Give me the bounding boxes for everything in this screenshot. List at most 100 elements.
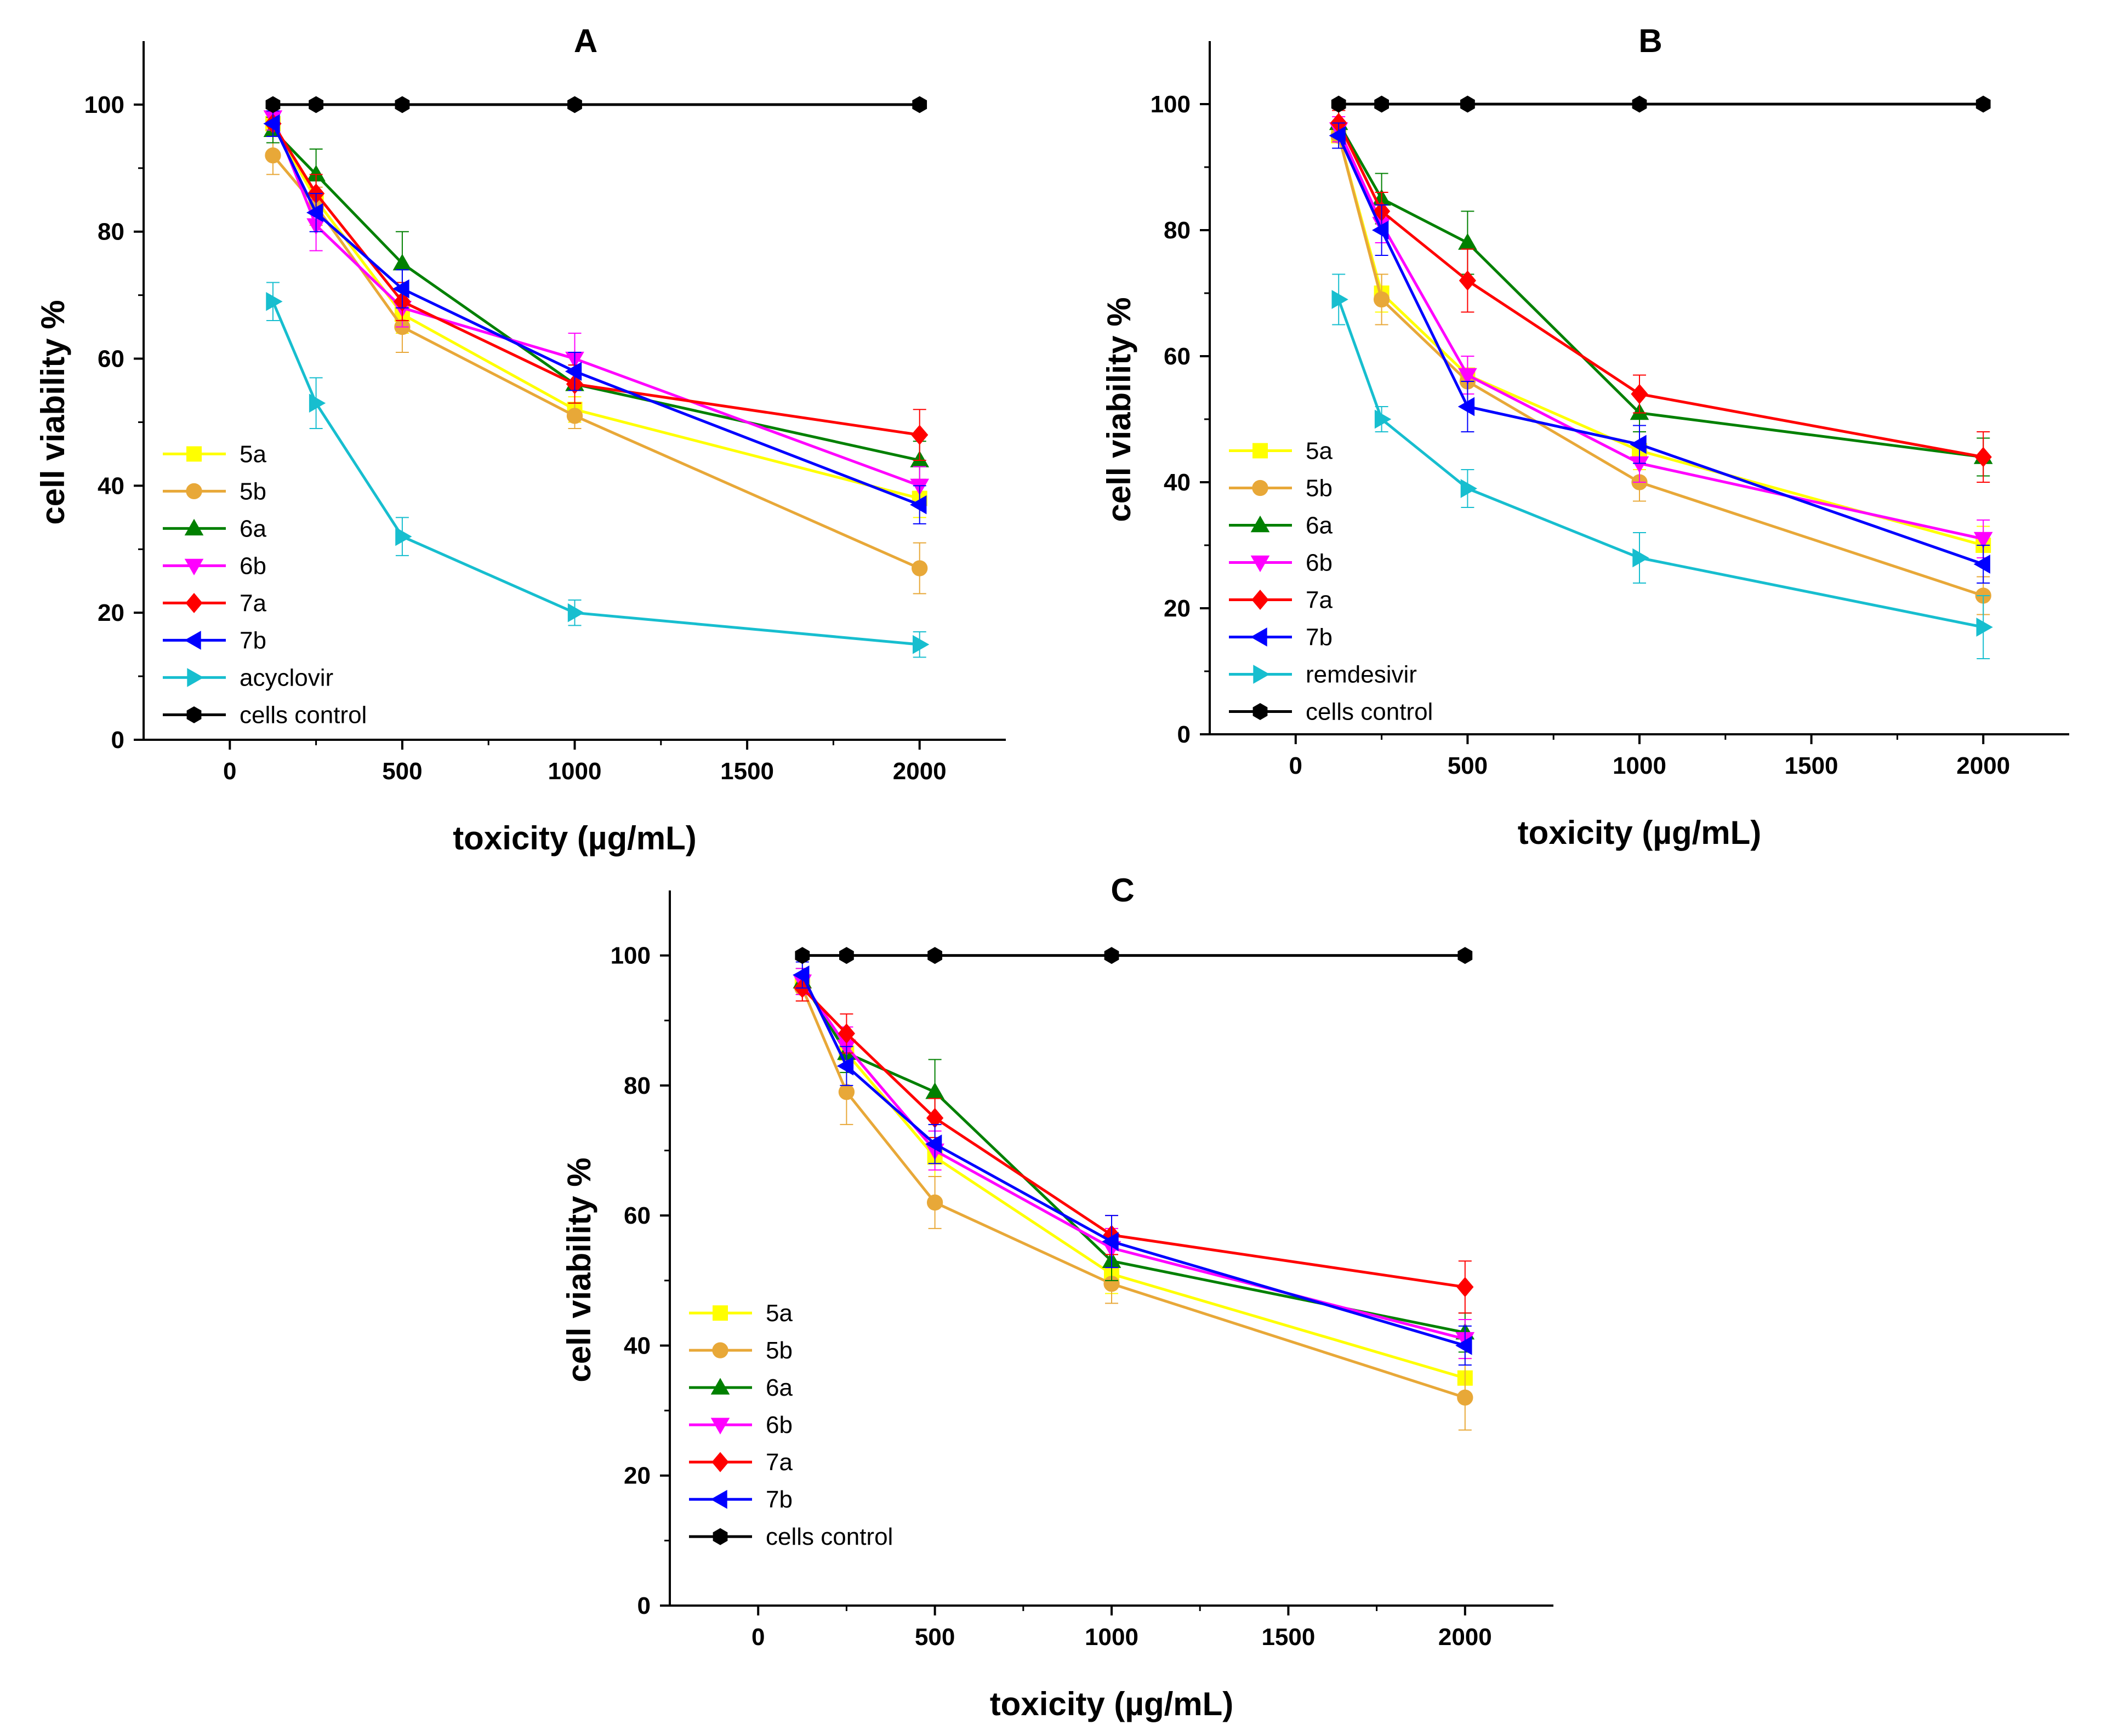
data-point (1976, 618, 1993, 637)
legend-item: 5a (1229, 438, 1333, 465)
legend-marker (184, 558, 204, 576)
series-7b (1329, 122, 1990, 584)
legend-marker (186, 706, 202, 723)
legend-label: 5b (766, 1337, 793, 1364)
data-point (1974, 447, 1992, 467)
y-tick-label: 60 (1164, 343, 1191, 370)
legend-label: 7a (766, 1449, 793, 1476)
legend-item: 6a (1229, 512, 1333, 539)
x-axis-title: toxicity (µg/mL) (990, 1686, 1234, 1722)
legend-marker (186, 483, 202, 500)
x-tick-label: 1000 (1085, 1624, 1138, 1651)
x-tick-label: 0 (751, 1624, 765, 1651)
series-remdesivir (1331, 273, 1993, 659)
panel-title: C (1111, 872, 1134, 909)
data-point (565, 362, 582, 381)
legend-item: 5a (163, 441, 266, 467)
data-point (1631, 384, 1648, 404)
data-point (927, 947, 942, 964)
y-tick-label: 20 (98, 599, 124, 626)
x-tick-label: 2000 (1438, 1624, 1492, 1651)
legend-label: cells control (766, 1523, 893, 1550)
data-point (1458, 368, 1477, 385)
data-point (910, 495, 927, 515)
x-tick-label: 0 (1289, 752, 1302, 779)
series-cells-control (1331, 95, 1991, 113)
legend-label: remdesivir (1306, 661, 1417, 688)
data-point (836, 1056, 854, 1076)
data-point (266, 292, 283, 311)
legend-marker (1251, 590, 1269, 610)
y-axis-title: cell viability % (35, 300, 71, 524)
legend-label: 6a (240, 515, 266, 542)
data-point (265, 96, 281, 113)
legend-item: 7b (1229, 624, 1333, 651)
data-point (395, 527, 412, 546)
x-tick-label: 0 (223, 758, 236, 785)
legend-label: 6b (766, 1412, 793, 1438)
data-point (1374, 409, 1392, 429)
legend-item: 6a (163, 515, 266, 542)
y-tick-label: 80 (98, 219, 124, 245)
y-tick-label: 20 (624, 1463, 651, 1489)
legend-item: 7a (1229, 587, 1333, 614)
legend-marker (713, 1528, 728, 1545)
data-point (392, 279, 409, 299)
y-tick-label: 100 (611, 943, 651, 969)
legend-marker (710, 1489, 727, 1509)
data-point (926, 1194, 943, 1211)
legend: 5a 5b 6a 6b 7a 7b acyclovir cells control (163, 441, 367, 728)
legend-marker (712, 1342, 728, 1358)
legend-label: 7b (240, 627, 266, 654)
y-tick-label: 20 (1164, 595, 1191, 622)
y-tick-label: 0 (111, 727, 124, 753)
data-point (309, 393, 326, 413)
x-tick-label: 2000 (893, 758, 947, 785)
legend-item: acyclovir (163, 664, 333, 691)
legend-item: 7b (689, 1486, 793, 1513)
series-cells-control (265, 96, 927, 113)
legend-label: 5a (1306, 438, 1333, 465)
data-point (1329, 126, 1346, 145)
data-point (1457, 1389, 1473, 1406)
legend-label: 7b (1306, 624, 1333, 651)
data-point (1973, 555, 1990, 574)
data-point (912, 560, 928, 576)
legend-marker (184, 518, 204, 536)
data-point (1459, 270, 1477, 291)
series-7b (793, 961, 1472, 1366)
data-point (839, 947, 854, 964)
x-tick-label: 2000 (1956, 752, 2010, 779)
legend-item: 6b (689, 1412, 793, 1438)
x-tick-label: 1500 (1261, 1624, 1315, 1651)
legend-marker (184, 631, 201, 650)
legend-label: 5b (240, 478, 266, 505)
legend-label: cells control (240, 701, 367, 728)
legend-marker (1252, 443, 1268, 459)
y-tick-label: 40 (98, 472, 124, 499)
legend-marker (187, 668, 204, 687)
data-point (793, 965, 810, 985)
legend-marker (186, 446, 202, 462)
x-tick-label: 1000 (548, 758, 602, 785)
data-point (1630, 435, 1647, 454)
legend-label: 6b (240, 552, 266, 579)
series-7a (1330, 110, 1992, 483)
panel-title: A (574, 22, 597, 59)
x-axis-title: toxicity (µg/mL) (1518, 814, 1762, 851)
legend-item: cells control (689, 1523, 893, 1550)
x-tick-label: 500 (915, 1624, 955, 1651)
data-point (1102, 1232, 1119, 1251)
data-point (306, 203, 323, 222)
y-tick-label: 0 (1177, 721, 1191, 748)
data-point (795, 947, 810, 964)
legend-item: 5b (689, 1337, 793, 1364)
legend-item: 6b (1229, 550, 1333, 576)
data-point (925, 1134, 942, 1154)
panel-title: B (1638, 22, 1662, 59)
y-tick-label: 0 (637, 1592, 651, 1619)
data-point (1331, 290, 1348, 309)
legend-label: 7a (240, 590, 266, 616)
